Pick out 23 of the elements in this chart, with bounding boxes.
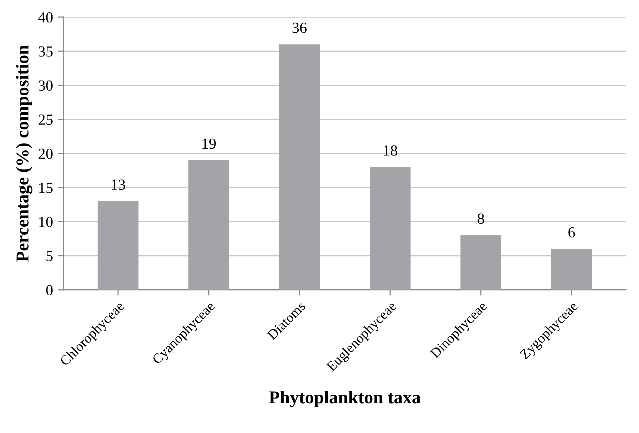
bar xyxy=(279,44,320,290)
y-tick-label: 0 xyxy=(46,285,53,296)
bar xyxy=(551,249,592,290)
data-label: 6 xyxy=(568,227,576,238)
y-tick-label: 5 xyxy=(46,251,53,262)
y-tick-label: 10 xyxy=(40,217,53,228)
y-tick-label: 30 xyxy=(38,80,53,91)
x-axis-title: Phytoplankton taxa xyxy=(269,391,421,408)
bar xyxy=(370,167,411,290)
bar xyxy=(98,201,139,290)
data-label: 36 xyxy=(292,22,307,34)
bar xyxy=(460,236,502,290)
bar xyxy=(188,160,230,290)
data-label: 18 xyxy=(384,146,398,156)
y-axis-title: Percentage (%) composition xyxy=(16,45,33,262)
data-label: 8 xyxy=(478,214,484,224)
y-tick-label: 40 xyxy=(38,12,53,23)
y-tick-label: 25 xyxy=(38,114,53,126)
y-tick-label: 20 xyxy=(38,148,53,160)
data-label: 19 xyxy=(202,138,216,150)
y-tick-label: 15 xyxy=(40,183,53,194)
y-tick-label: 35 xyxy=(38,46,53,57)
data-label: 13 xyxy=(112,180,126,190)
